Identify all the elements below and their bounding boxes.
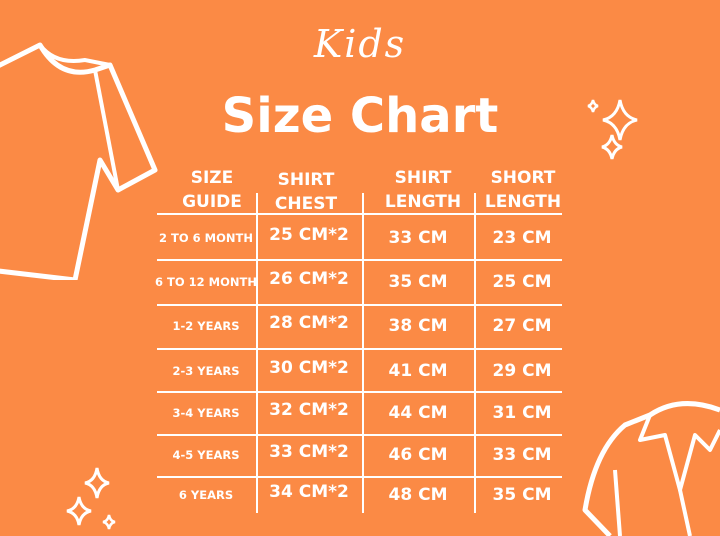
sparkle-icon (66, 467, 116, 530)
row-divider (157, 476, 562, 478)
shirt-length-cell: 33 CM (388, 228, 448, 248)
shirt-chest-cell: 34 CM*2 (269, 482, 349, 502)
shirt-chest-cell: 28 CM*2 (269, 313, 349, 333)
short-length-cell: 25 CM (492, 272, 552, 292)
row-divider (157, 434, 562, 436)
header-line: CHEST (274, 194, 338, 214)
size-cell: 4-5 YEARS (172, 448, 240, 462)
row-divider (157, 259, 562, 261)
row-divider (157, 213, 562, 215)
short-length-cell: 31 CM (492, 403, 552, 423)
row-divider (157, 391, 562, 393)
header-short-length: SHORT LENGTH (473, 166, 573, 214)
header-line: SHIRT (394, 168, 452, 188)
header-shirt-chest: SHIRT CHEST (256, 168, 356, 216)
shirt-length-cell: 44 CM (388, 403, 448, 423)
short-length-cell: 23 CM (492, 228, 552, 248)
column-divider (362, 193, 364, 513)
sparkle-icon (587, 99, 638, 160)
shirt-length-cell: 38 CM (388, 316, 448, 336)
shirt-chest-cell: 26 CM*2 (269, 269, 349, 289)
size-cell: 6 TO 12 MONTH (155, 275, 257, 289)
column-divider (474, 193, 476, 513)
short-length-cell: 27 CM (492, 316, 552, 336)
size-cell: 6 YEARS (178, 488, 234, 502)
tshirt-icon (0, 42, 158, 280)
short-length-cell: 29 CM (492, 361, 552, 381)
shirt-length-cell: 35 CM (388, 272, 448, 292)
page-title: Size Chart (221, 88, 499, 144)
subtitle: Kids (313, 22, 407, 66)
header-line: GUIDE (182, 192, 242, 212)
polo-shirt-icon (582, 401, 720, 536)
shirt-length-cell: 48 CM (388, 485, 448, 505)
shirt-chest-cell: 25 CM*2 (269, 225, 349, 245)
row-divider (157, 348, 562, 350)
header-size-guide: SIZE GUIDE (162, 166, 262, 214)
header-line: LENGTH (384, 192, 462, 212)
row-divider (157, 304, 562, 306)
shirt-chest-cell: 30 CM*2 (269, 358, 349, 378)
shirt-chest-cell: 33 CM*2 (269, 442, 349, 462)
header-shirt-length: SHIRT LENGTH (368, 166, 478, 214)
shirt-length-cell: 41 CM (388, 361, 448, 381)
size-cell: 2-3 YEARS (172, 364, 240, 378)
header-line: SIZE (190, 168, 234, 188)
size-cell: 2 TO 6 MONTH (159, 231, 253, 245)
short-length-cell: 35 CM (492, 485, 552, 505)
header-line: SHORT (490, 168, 556, 188)
header-line: SHIRT (277, 170, 335, 190)
shirt-length-cell: 46 CM (388, 445, 448, 465)
short-length-cell: 33 CM (492, 445, 552, 465)
size-cell: 3-4 YEARS (172, 406, 240, 420)
column-divider (256, 193, 258, 513)
shirt-chest-cell: 32 CM*2 (269, 400, 349, 420)
size-cell: 1-2 YEARS (172, 319, 240, 333)
header-line: LENGTH (484, 192, 562, 212)
